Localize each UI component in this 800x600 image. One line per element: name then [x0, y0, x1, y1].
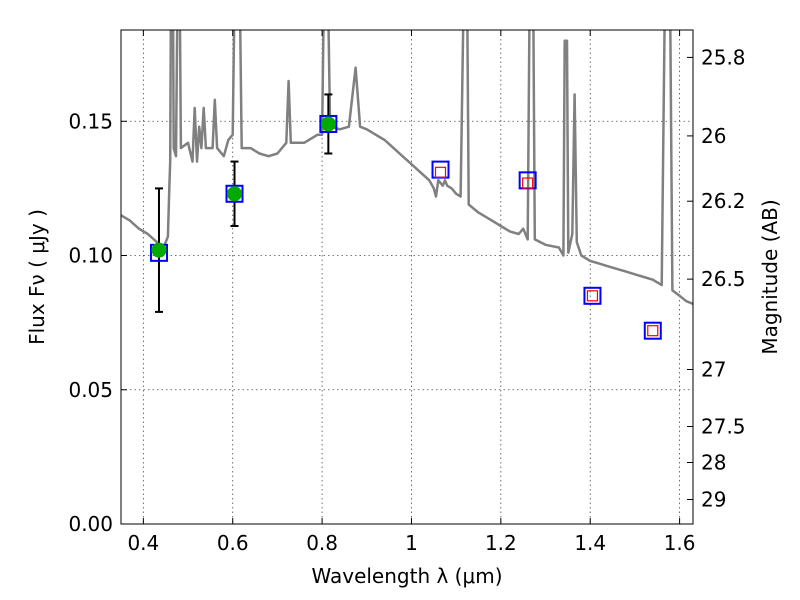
upper-limit-marker: [434, 166, 447, 178]
model-flux-square: [319, 114, 338, 133]
model-sed-layer: [121, 30, 693, 305]
model-sed-line: [121, 30, 693, 305]
right-y-tick-label: 26.5: [701, 267, 746, 291]
right-y-tick-label: 26: [701, 124, 726, 148]
y-tick-label: 0.00: [68, 512, 113, 536]
y-tick-label: 0.15: [68, 109, 113, 133]
x-tick-label: 0.8: [306, 531, 338, 555]
model-flux-square: [583, 286, 602, 305]
right-y-tick-label: 27: [701, 357, 726, 381]
x-tick-label: 1.4: [574, 531, 606, 555]
upper-limit-marker: [586, 290, 599, 302]
detection-point: [320, 116, 336, 132]
model-flux-square: [225, 184, 244, 203]
x-tick-label: 1: [405, 531, 418, 555]
y-tick-label: 0.05: [68, 378, 113, 402]
x-tick-label: 0.6: [217, 531, 249, 555]
right-y-axis-label: Magnitude (AB): [758, 199, 782, 354]
y-axis-label: Flux Fν ( μJy ): [25, 209, 49, 345]
detection-point: [227, 186, 243, 202]
right-y-tick-label: 27.5: [701, 415, 746, 439]
upper-limit-marker: [647, 325, 659, 337]
upper-limit-marker: [522, 177, 534, 189]
right-y-tick-label: 26.2: [701, 189, 746, 213]
right-y-tick-label: 28: [701, 450, 726, 474]
plot-frame: [120, 29, 694, 525]
model-flux-square: [643, 321, 662, 340]
tick-layer: 0.4 0.6 0.8 1 1.2 1.4 1.6 0.00 0.05 0.10 0.15 25.8 2…: [68, 30, 746, 555]
x-axis-label: Wavelength λ (μm): [311, 564, 502, 588]
y-tick-label: 0.10: [68, 244, 113, 268]
right-y-tick-label: 25.8: [701, 45, 746, 69]
detection-point: [151, 242, 167, 258]
x-tick-label: 1.2: [485, 531, 517, 555]
x-tick-label: 0.4: [127, 531, 159, 555]
marker-layer: [149, 93, 662, 340]
right-y-tick-label: 29: [701, 488, 726, 512]
x-tick-label: 1.6: [664, 531, 696, 555]
